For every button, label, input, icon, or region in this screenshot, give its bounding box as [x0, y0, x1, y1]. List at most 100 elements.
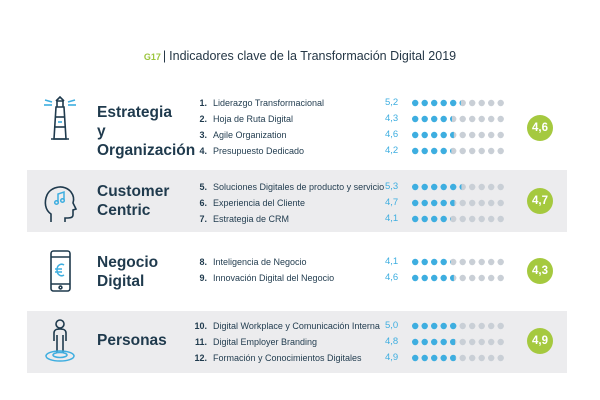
empty-dot — [469, 274, 476, 282]
indicator-value: 4,6 — [385, 272, 399, 283]
score-dots — [411, 211, 506, 227]
indicator-label: Agile Organization — [213, 130, 287, 140]
partial-dot — [450, 148, 452, 154]
indicator-label: Inteligencia de Negocio — [213, 257, 307, 267]
score-dots — [411, 334, 506, 350]
indicator-label: Experiencia del Cliente — [213, 198, 306, 208]
filled-dot — [440, 258, 447, 266]
indicator-number: 7. — [199, 214, 207, 224]
group-estrategia: Estrategia y Organización — [27, 87, 567, 159]
category-label: Customer Centric — [97, 182, 207, 220]
filled-dot — [421, 115, 428, 123]
person-target-icon — [45, 319, 75, 362]
indicator-number: 3. — [199, 130, 207, 140]
partial-dot — [459, 100, 461, 106]
empty-dot — [497, 131, 504, 139]
empty-dot — [459, 354, 466, 362]
filled-dot — [412, 274, 419, 282]
category-line-2: Digital — [97, 273, 145, 290]
group-average-badge: 4,6 — [527, 115, 553, 141]
filled-dot — [431, 99, 438, 107]
group-average-badge: 4,9 — [527, 328, 553, 354]
filled-dot — [431, 183, 438, 191]
empty-dot — [488, 274, 495, 282]
indicator-label: Innovación Digital del Negocio — [213, 273, 335, 283]
filled-dot — [421, 274, 428, 282]
indicator-row: 6. Experiencia del Cliente — [190, 195, 305, 211]
empty-dot — [459, 131, 466, 139]
category-label: Personas — [97, 331, 207, 350]
empty-dot — [459, 274, 466, 282]
partial-dot — [450, 260, 451, 264]
indicator-value: 4,9 — [385, 352, 399, 363]
indicator-number: 11. — [194, 337, 207, 347]
filled-dot — [421, 183, 428, 191]
group-negocio-digital: Negocio Digital — [27, 245, 567, 297]
filled-dot — [431, 274, 438, 282]
title-text: Indicadores clave de la Transformación D… — [169, 49, 457, 63]
empty-dot — [497, 274, 504, 282]
filled-dot — [431, 258, 438, 266]
indicator-value: 4,6 — [385, 129, 399, 140]
empty-dot — [478, 274, 485, 282]
empty-dot — [469, 183, 476, 191]
filled-dot — [421, 338, 428, 346]
empty-dot — [459, 338, 466, 346]
score-dots — [411, 111, 506, 127]
indicator-number: 5. — [199, 182, 207, 192]
indicator-row: 12. Formación y Conocimientos Digitales — [190, 350, 362, 366]
partial-dot — [450, 354, 456, 362]
empty-dot — [459, 215, 466, 223]
indicator-value: 4,8 — [385, 336, 399, 347]
empty-dot — [497, 258, 504, 266]
score-dots — [411, 350, 506, 366]
filled-dot — [440, 115, 447, 123]
filled-dot — [412, 338, 419, 346]
empty-dot — [497, 183, 504, 191]
score-dots — [411, 254, 506, 270]
indicator-value: 5,0 — [385, 320, 399, 331]
group-personas: Personas — [27, 311, 567, 373]
group-average-badge: 4,3 — [527, 258, 553, 284]
category-line-1: Estrategia — [97, 104, 172, 121]
empty-dot — [497, 147, 504, 155]
filled-dot — [431, 131, 438, 139]
filled-dot — [440, 99, 447, 107]
empty-dot — [469, 115, 476, 123]
filled-dot — [412, 258, 419, 266]
score-dots — [411, 195, 506, 211]
filled-dot — [412, 115, 419, 123]
empty-dot — [478, 199, 485, 207]
filled-dot — [421, 147, 428, 155]
indicator-value: 5,2 — [385, 97, 399, 108]
empty-dot — [478, 115, 485, 123]
empty-dot — [469, 338, 476, 346]
score-dots — [411, 127, 506, 143]
empty-dot — [478, 354, 485, 362]
indicator-row: 7. Estrategia de CRM — [190, 211, 289, 227]
category-line-1: Negocio — [97, 254, 159, 271]
empty-dot — [488, 115, 495, 123]
empty-dot — [497, 322, 504, 330]
indicator-label: Liderazgo Transformacional — [213, 98, 325, 108]
indicator-label: Formación y Conocimientos Digitales — [213, 353, 362, 363]
partial-dot — [450, 199, 455, 207]
empty-dot — [459, 199, 466, 207]
indicator-number: 4. — [199, 146, 207, 156]
indicator-number: 2. — [199, 114, 207, 124]
filled-dot — [421, 215, 428, 223]
empty-dot — [478, 338, 485, 346]
indicator-label: Hoja de Ruta Digital — [213, 114, 294, 124]
empty-dot — [469, 147, 476, 155]
indicator-value: 4,3 — [385, 113, 399, 124]
empty-dot — [450, 258, 457, 266]
empty-dot — [497, 354, 504, 362]
empty-dot — [488, 322, 495, 330]
score-dots — [411, 318, 506, 334]
empty-dot — [459, 258, 466, 266]
empty-dot — [478, 258, 485, 266]
filled-dot — [412, 322, 419, 330]
filled-dot — [421, 258, 428, 266]
empty-dot — [497, 199, 504, 207]
indicator-label: Presupuesto Dedicado — [213, 146, 305, 156]
